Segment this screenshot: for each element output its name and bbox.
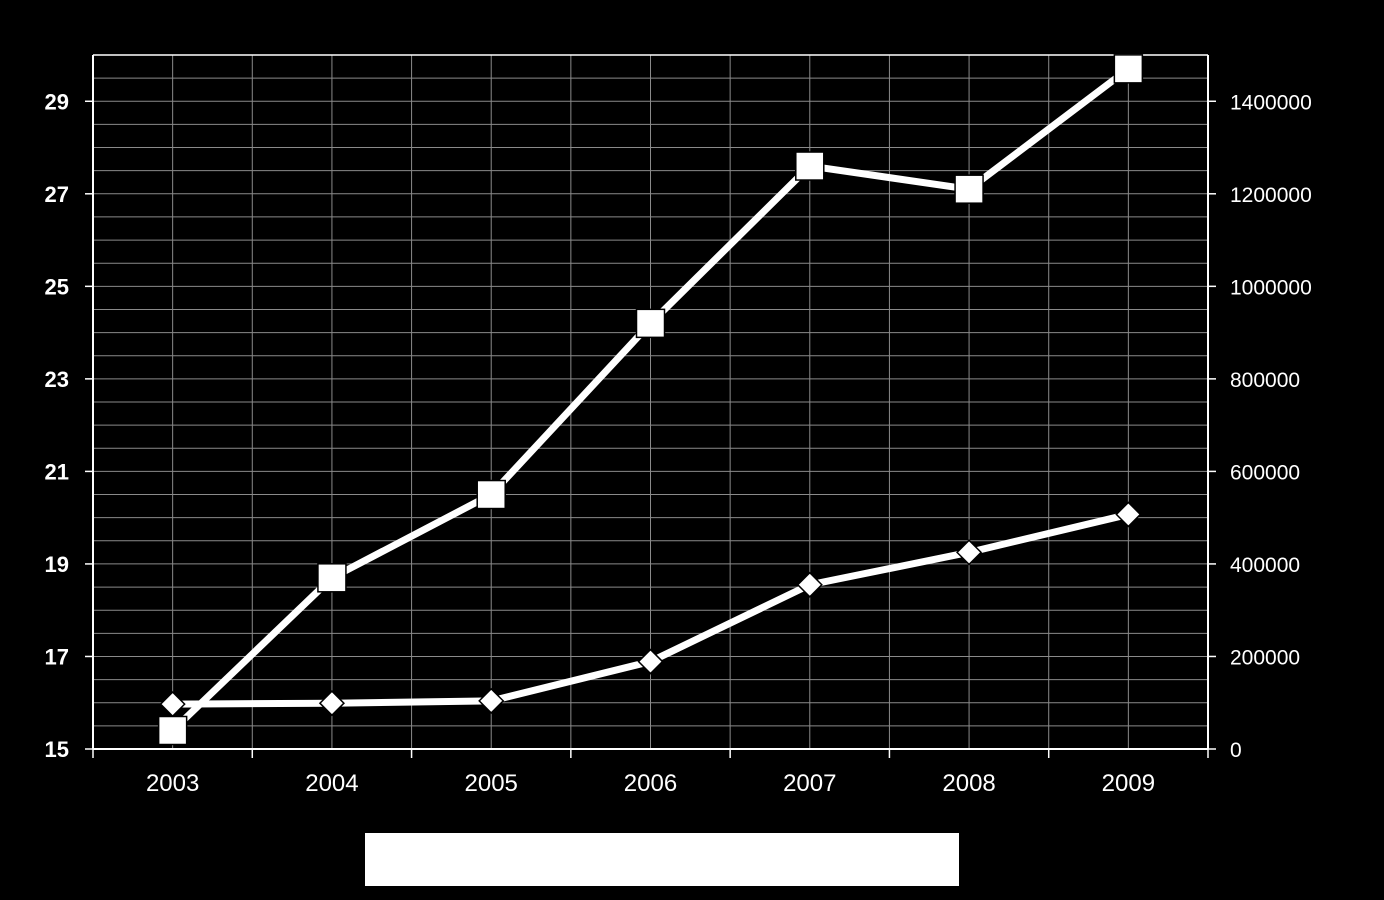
square-marker — [317, 563, 347, 593]
x-axis-tick-label: 2005 — [465, 770, 518, 797]
square-marker — [795, 151, 825, 181]
square-marker — [476, 479, 506, 510]
series-group — [157, 54, 1144, 746]
left-axis-tick-label: 27 — [45, 182, 69, 207]
square-marker — [635, 308, 666, 339]
right-axis-tick-label: 800000 — [1230, 369, 1300, 392]
right-axis-tick-label: 0 — [1230, 739, 1242, 762]
right-axis-tick-label: 600000 — [1230, 461, 1300, 484]
diamond-marker — [956, 539, 983, 566]
left-axis-tick-label: 21 — [45, 459, 69, 484]
x-axis-tick-label: 2006 — [624, 770, 677, 797]
left-axis-tick-label: 29 — [45, 89, 69, 114]
diamond-marker — [318, 690, 345, 717]
square-marker — [954, 174, 984, 204]
x-axis-tick-label: 2003 — [146, 770, 199, 797]
x-axis-tick-label: 2009 — [1102, 770, 1155, 797]
left-axis-tick-label: 19 — [45, 552, 69, 577]
x-axis-tick-label: 2004 — [305, 770, 358, 797]
right-axis-tick-labels: 0 200000 400000 600000 800000 1000000 1200000 1… — [1230, 91, 1312, 762]
x-axis-tick-labels: 2003 2004 2005 2006 2007 2008 2009 — [146, 770, 1155, 797]
axes — [85, 54, 1216, 758]
right-axis-tick-label: 1000000 — [1230, 276, 1312, 299]
left-axis-tick-label: 23 — [45, 367, 69, 392]
legend-box — [365, 833, 959, 886]
diamond-marker — [159, 691, 186, 718]
diamond-marker — [1115, 501, 1142, 528]
square-marker — [1113, 54, 1144, 84]
diamond-marker — [796, 571, 823, 598]
left-axis-tick-labels: 15 17 19 21 23 25 27 29 — [45, 89, 69, 762]
right-axis-tick-label: 1200000 — [1230, 184, 1312, 207]
x-axis-tick-label: 2007 — [783, 770, 836, 797]
right-axis-tick-label: 400000 — [1230, 554, 1300, 577]
x-axis-tick-label: 2008 — [942, 770, 995, 797]
diamond-marker — [637, 648, 664, 675]
right-axis-tick-label: 1400000 — [1230, 91, 1312, 114]
diamond-marker — [478, 687, 505, 714]
left-axis-tick-label: 17 — [45, 644, 69, 669]
left-axis-tick-label: 15 — [45, 737, 69, 762]
left-axis-tick-label: 25 — [45, 274, 69, 299]
square-marker — [157, 715, 188, 746]
right-axis-tick-label: 200000 — [1230, 646, 1300, 669]
